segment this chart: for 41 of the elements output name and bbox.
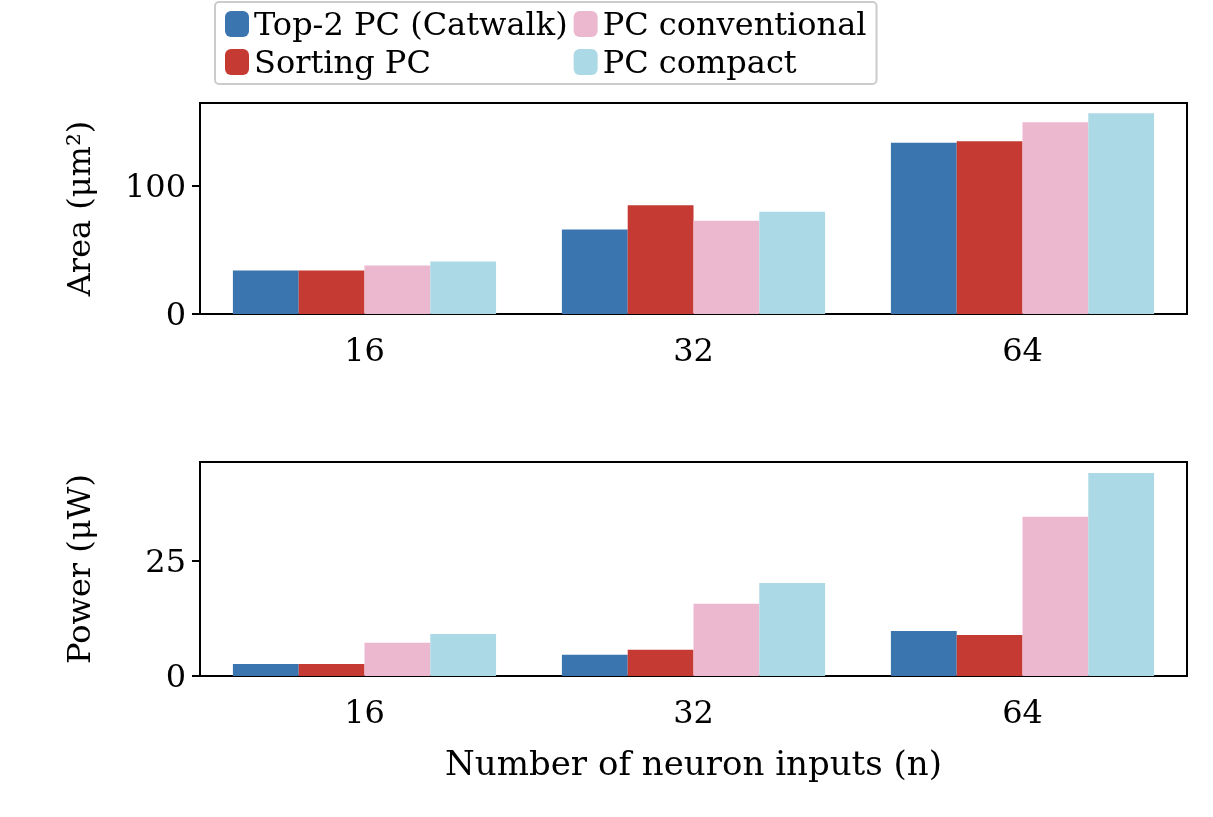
bar — [561, 229, 628, 314]
legend-label: Top-2 PC (Catwalk) — [254, 5, 568, 43]
bar — [759, 583, 826, 676]
y-tick-label: 25 — [145, 541, 186, 580]
bar — [759, 211, 826, 314]
x-axis-title: Number of neuron inputs (n) — [445, 743, 942, 783]
bar — [364, 265, 431, 314]
bar — [364, 642, 431, 676]
bar — [232, 270, 299, 314]
x-tick-label: 16 — [344, 693, 385, 731]
bar — [430, 261, 497, 314]
y-axis-title: Power (μW) — [60, 474, 98, 664]
x-tick-label: 64 — [1002, 693, 1043, 731]
bar — [298, 664, 365, 676]
bar — [1088, 473, 1155, 676]
bar — [1088, 113, 1155, 314]
bar — [1022, 122, 1089, 314]
bar — [693, 220, 760, 314]
bar — [693, 603, 760, 676]
bar — [890, 142, 957, 314]
bar — [956, 635, 1023, 676]
bar — [298, 270, 365, 314]
bar — [627, 649, 694, 676]
y-tick-label: 0 — [165, 295, 186, 333]
legend-label: PC compact — [602, 43, 797, 81]
bar — [430, 634, 497, 676]
bar — [561, 654, 628, 676]
y-axis-title: Area (μm²) — [60, 120, 98, 298]
y-tick-label: 0 — [165, 657, 186, 695]
legend-label: PC conventional — [602, 5, 867, 43]
x-tick-label: 64 — [1002, 331, 1043, 369]
x-tick-label: 16 — [344, 331, 385, 369]
bar — [1022, 516, 1089, 676]
bar — [627, 205, 694, 314]
x-tick-label: 32 — [673, 693, 714, 731]
bar — [890, 630, 957, 676]
bar — [232, 664, 299, 676]
x-tick-label: 32 — [673, 331, 714, 369]
legend-label: Sorting PC — [254, 43, 431, 81]
bar — [956, 141, 1023, 314]
y-tick-label: 100 — [124, 167, 186, 206]
